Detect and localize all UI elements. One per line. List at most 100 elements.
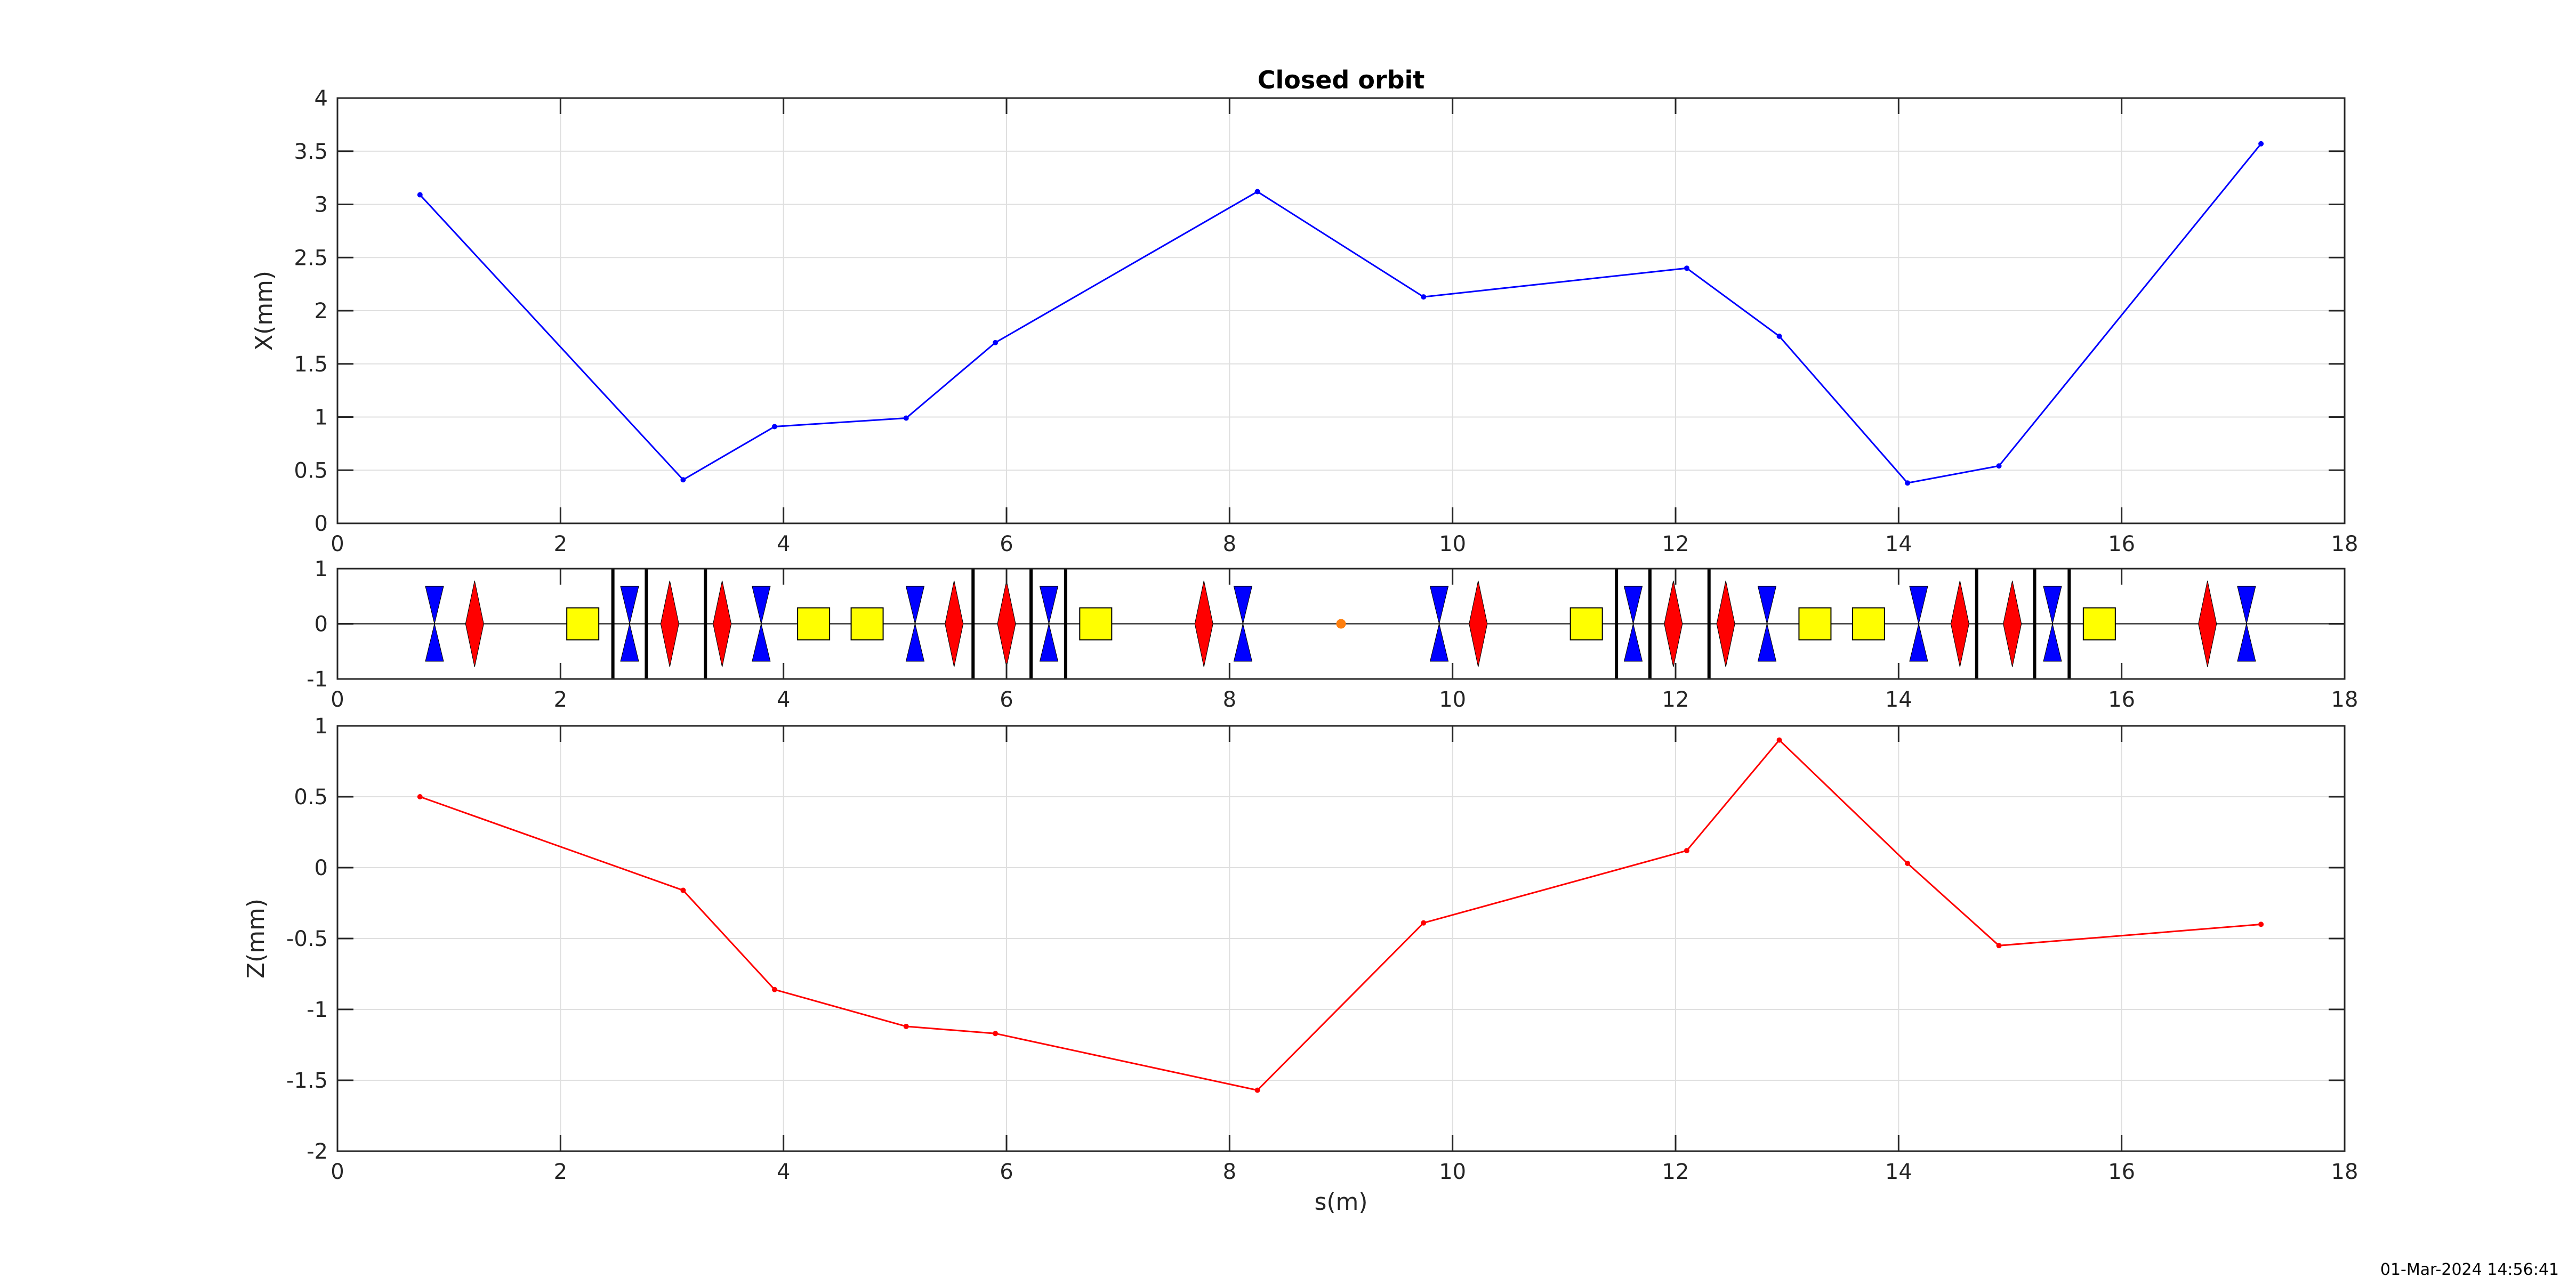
focusing-quadrupole [2003, 580, 2022, 667]
x-tick-label: 14 [1885, 1160, 1912, 1184]
y-tick-label: 2 [315, 299, 328, 323]
y-tick-label: 2.5 [294, 246, 328, 270]
z-orbit-x-axis-label: s(m) [1314, 1188, 1367, 1216]
defocusing-quadrupole [1623, 586, 1643, 662]
defocusing-quadrupole [752, 586, 771, 662]
x-tick-label: 8 [1223, 532, 1236, 556]
x-tick-label: 0 [331, 532, 344, 556]
sextupole [1079, 607, 1113, 641]
lattice-plot: 0 2 4 6 8 10 12 14 16 18-101 [307, 557, 2358, 712]
x-orbit-y-axis-label: X(mm) [251, 271, 278, 351]
x-tick-label: 14 [1885, 532, 1912, 556]
focusing-quadrupole [1950, 580, 1969, 667]
focusing-quadrupole [713, 580, 732, 667]
defocusing-quadrupole [425, 586, 444, 662]
x-tick-label: 4 [777, 532, 790, 556]
y-tick-label: 0 [315, 612, 328, 637]
data-point [2258, 921, 2264, 927]
z-orbit-plot: 0 2 4 6 8 10 12 14 16 18 -2 -1.5 -1 -0.5 0 0.5 1 s(m) Z(… [243, 714, 2358, 1216]
data-point [1421, 294, 1427, 300]
data-point [1421, 920, 1427, 926]
y-tick-label: 1 [315, 714, 328, 739]
x-tick-label: 0 [331, 688, 344, 712]
data-point [1254, 189, 1260, 195]
x-orbit-series-line [419, 143, 2262, 484]
defocusing-quadrupole [1039, 586, 1059, 662]
y-tick-label: -1.5 [286, 1069, 328, 1093]
z-orbit-y-axis-label: Z(mm) [243, 899, 270, 978]
focusing-quadrupole [1469, 580, 1488, 667]
x-tick-label: 2 [554, 532, 567, 556]
focusing-quadrupole [1194, 580, 1213, 667]
data-point [1776, 333, 1782, 339]
x-tick-label: 8 [1223, 688, 1236, 712]
focusing-quadrupole [945, 580, 964, 667]
x-tick-label: 12 [1662, 532, 1689, 556]
y-tick-label: 3 [315, 193, 328, 217]
x-tick-label: 0 [331, 1160, 344, 1184]
z-orbit-series-line [420, 739, 2261, 1091]
sextupole [1569, 607, 1603, 641]
data-point [1905, 861, 1911, 867]
data-point [993, 339, 999, 345]
x-orbit-ticks: 0 2 4 6 8 10 12 14 16 18 0 0.5 1 1.5 2 2.5 3 3.5 4 [294, 86, 2358, 556]
z-orbit-ticks: 0 2 4 6 8 10 12 14 16 18 -2 -1.5 -1 -0.5 0 0.5 1 [286, 714, 2358, 1184]
x-tick-label: 18 [2331, 1160, 2358, 1184]
data-point [1776, 737, 1782, 743]
data-point [771, 986, 777, 992]
sextupole [850, 607, 884, 641]
data-point [417, 192, 423, 198]
defocusing-quadrupole [1757, 586, 1777, 662]
x-tick-label: 12 [1662, 688, 1689, 712]
defocusing-quadrupole [2043, 586, 2062, 662]
data-point [1684, 265, 1689, 271]
y-tick-label: 1 [315, 557, 328, 581]
sextupole [797, 607, 831, 641]
y-tick-label: 1.5 [294, 352, 328, 377]
x-tick-label: 12 [1662, 1160, 1689, 1184]
data-point [1254, 1087, 1260, 1093]
y-tick-label: 0.5 [294, 458, 328, 483]
y-tick-label: 0 [315, 856, 328, 880]
focusing-quadrupole [997, 580, 1016, 667]
x-tick-label: 16 [2108, 1160, 2135, 1184]
y-tick-label: 1 [315, 406, 328, 430]
defocusing-quadrupole [1429, 586, 1449, 662]
y-tick-label: -1 [307, 667, 328, 692]
focusing-quadrupole [1716, 580, 1735, 667]
x-tick-label: 8 [1223, 1160, 1236, 1184]
x-tick-label: 6 [1000, 532, 1013, 556]
x-orbit-points [417, 141, 2264, 486]
y-tick-label: 3.5 [294, 140, 328, 164]
data-point [2258, 141, 2264, 147]
focusing-quadrupole [465, 580, 484, 667]
defocusing-quadrupole [1909, 586, 1928, 662]
data-point [903, 1023, 909, 1029]
focusing-quadrupole [1664, 580, 1683, 667]
data-point [903, 415, 909, 421]
lattice-elements [337, 569, 2345, 679]
sextupole [1851, 607, 1885, 641]
x-tick-label: 16 [2108, 688, 2135, 712]
data-point [1905, 480, 1911, 486]
x-tick-label: 10 [1439, 1160, 1466, 1184]
lattice-marker-dot [1336, 619, 1346, 629]
x-tick-label: 16 [2108, 532, 2135, 556]
y-tick-label: 0.5 [294, 785, 328, 810]
x-tick-label: 18 [2331, 688, 2358, 712]
sextupole [2082, 607, 2116, 641]
x-tick-label: 14 [1885, 688, 1912, 712]
x-tick-label: 6 [1000, 1160, 1013, 1184]
y-tick-label: -2 [307, 1139, 328, 1164]
defocusing-quadrupole [905, 586, 925, 662]
x-tick-label: 10 [1439, 532, 1466, 556]
data-point [680, 477, 686, 483]
chart-title: Closed orbit [1258, 66, 1425, 94]
data-point [1996, 943, 2002, 949]
x-tick-label: 6 [1000, 688, 1013, 712]
y-tick-label: 4 [315, 86, 328, 111]
sextupole [566, 607, 600, 641]
focusing-quadrupole [2198, 580, 2217, 667]
focusing-quadrupole [660, 580, 679, 667]
data-point [771, 424, 777, 430]
